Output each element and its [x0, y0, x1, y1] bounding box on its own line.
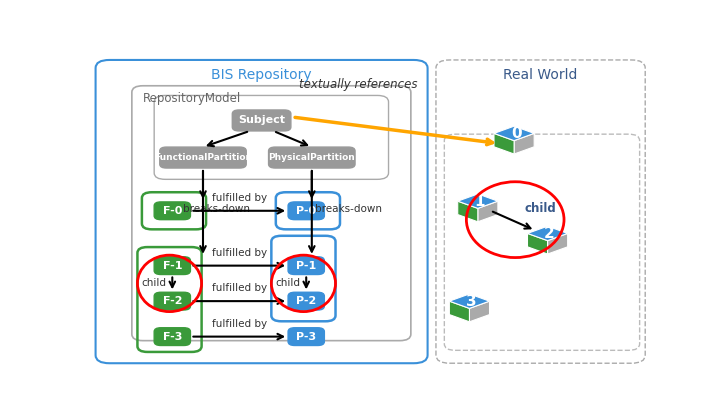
Text: breaks-down: breaks-down	[184, 204, 251, 214]
Text: child: child	[524, 202, 556, 215]
FancyBboxPatch shape	[288, 202, 324, 220]
Polygon shape	[528, 226, 567, 241]
FancyBboxPatch shape	[154, 257, 190, 274]
FancyBboxPatch shape	[288, 257, 324, 274]
Polygon shape	[458, 194, 498, 208]
Text: fulfilled by: fulfilled by	[212, 283, 267, 293]
Text: 0: 0	[510, 126, 521, 141]
Text: F-2: F-2	[163, 296, 182, 306]
Text: Real World: Real World	[503, 68, 577, 82]
Polygon shape	[469, 301, 490, 322]
Text: child: child	[276, 278, 301, 288]
Polygon shape	[528, 233, 547, 254]
Text: fulfilled by: fulfilled by	[212, 248, 267, 258]
Polygon shape	[458, 201, 478, 222]
FancyBboxPatch shape	[154, 328, 190, 346]
FancyBboxPatch shape	[288, 292, 324, 310]
Text: P-3: P-3	[296, 331, 316, 341]
FancyBboxPatch shape	[160, 147, 246, 168]
Text: PhysicalPartition: PhysicalPartition	[269, 153, 355, 162]
Polygon shape	[449, 294, 490, 308]
Text: Subject: Subject	[238, 116, 285, 125]
Polygon shape	[514, 133, 534, 154]
Text: 2: 2	[544, 226, 555, 241]
Polygon shape	[478, 201, 498, 222]
FancyBboxPatch shape	[288, 328, 324, 346]
Text: fulfilled by: fulfilled by	[212, 318, 267, 328]
Text: BIS Repository: BIS Repository	[211, 68, 312, 82]
Text: F-1: F-1	[163, 261, 182, 271]
Text: fulfilled by: fulfilled by	[212, 193, 267, 203]
Text: RepositoryModel: RepositoryModel	[143, 92, 241, 105]
Polygon shape	[547, 233, 567, 254]
FancyBboxPatch shape	[233, 110, 291, 131]
FancyBboxPatch shape	[269, 147, 355, 168]
FancyBboxPatch shape	[154, 202, 190, 220]
Text: 3: 3	[466, 294, 477, 309]
FancyBboxPatch shape	[154, 292, 190, 310]
Text: breaks-down: breaks-down	[315, 204, 382, 214]
Text: FunctionalPartition: FunctionalPartition	[154, 153, 252, 162]
Text: P-2: P-2	[296, 296, 316, 306]
Polygon shape	[449, 301, 469, 322]
Text: P-0: P-0	[296, 206, 316, 216]
Polygon shape	[494, 133, 514, 154]
Text: F-0: F-0	[163, 206, 182, 216]
Text: textually references: textually references	[299, 78, 417, 91]
Text: F-3: F-3	[163, 331, 182, 341]
Polygon shape	[494, 126, 534, 141]
Text: 1: 1	[474, 194, 485, 209]
Text: P-1: P-1	[296, 261, 316, 271]
Text: child: child	[142, 278, 167, 288]
